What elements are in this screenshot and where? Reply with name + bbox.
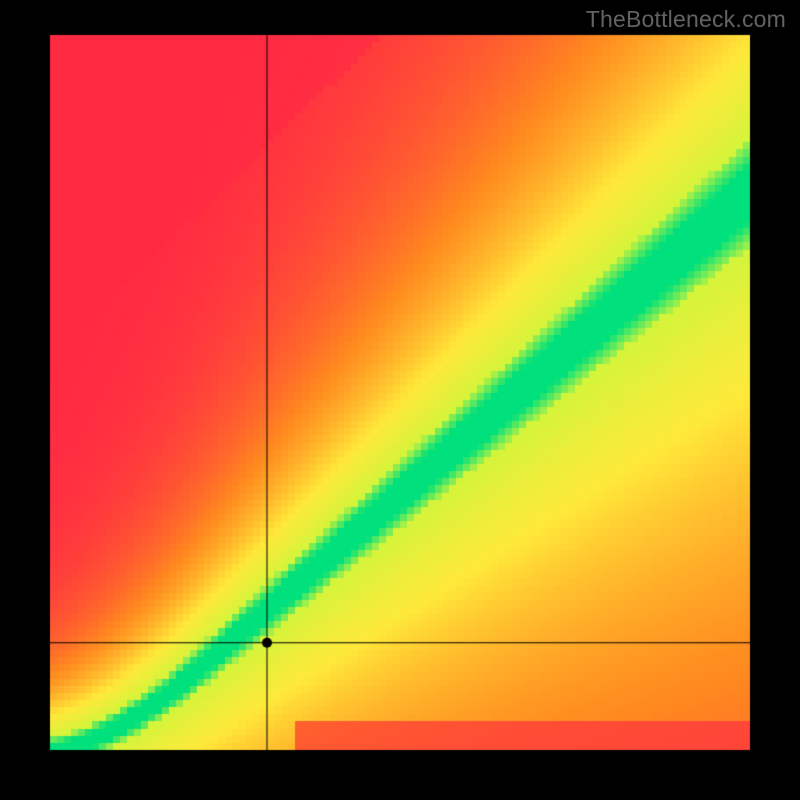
watermark-text: TheBottleneck.com bbox=[586, 6, 786, 33]
bottleneck-heatmap bbox=[0, 0, 800, 800]
